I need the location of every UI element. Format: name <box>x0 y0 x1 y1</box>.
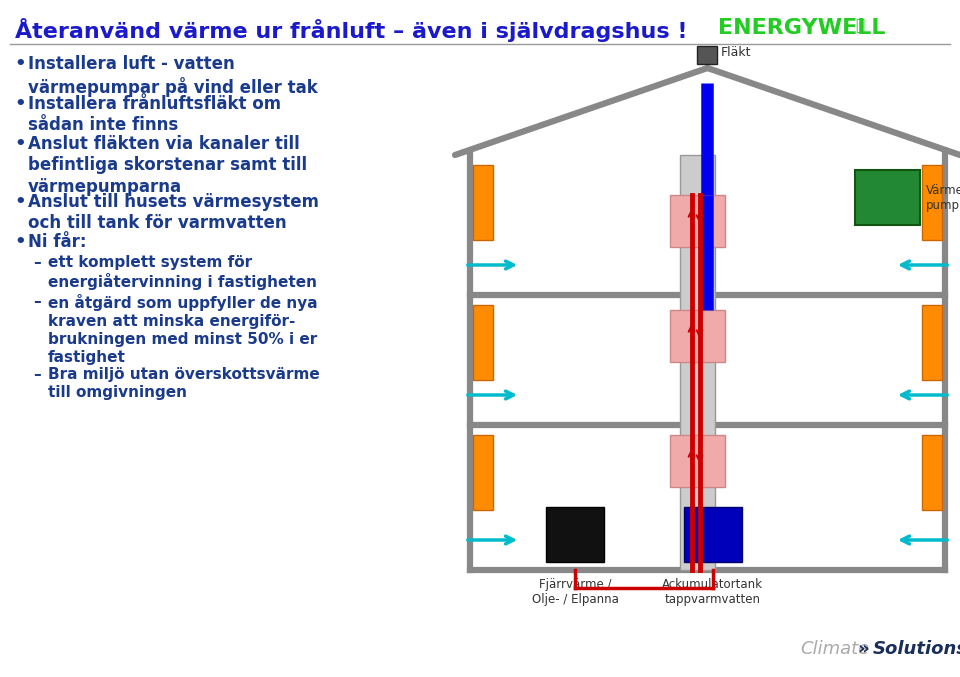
Text: ett komplett system för
energiåtervinning i fastigheten: ett komplett system för energiåtervinnin… <box>48 255 317 290</box>
Text: Ni får:: Ni får: <box>28 233 86 251</box>
Bar <box>546 507 604 562</box>
Text: Fläkt: Fläkt <box>721 45 751 58</box>
Text: Fjärrvärme /
Olje- / Elpanna: Fjärrvärme / Olje- / Elpanna <box>532 578 618 606</box>
Text: Anslut till husets värmesystem
och till tank för varmvatten: Anslut till husets värmesystem och till … <box>28 193 319 232</box>
Text: en åtgärd som uppfyller de nya
kraven att minska energiför-
brukningen med minst: en åtgärd som uppfyller de nya kraven at… <box>48 294 318 365</box>
Text: Solutions: Solutions <box>873 640 960 658</box>
Text: ENERGYWELL: ENERGYWELL <box>718 18 885 38</box>
Bar <box>670 435 725 487</box>
Bar <box>473 305 493 380</box>
Text: Ackumulatortank
tappvarmvatten: Ackumulatortank tappvarmvatten <box>662 578 763 606</box>
Text: •: • <box>14 193 26 211</box>
Bar <box>922 305 942 380</box>
Text: •: • <box>14 95 26 113</box>
Bar <box>670 195 725 247</box>
Bar <box>680 155 715 570</box>
Text: Anslut fläkten via kanaler till
befintliga skorstenar samt till
värmepumparna: Anslut fläkten via kanaler till befintli… <box>28 135 307 196</box>
Text: Installera luft - vatten
värmepumpar på vind eller tak: Installera luft - vatten värmepumpar på … <box>28 55 318 97</box>
Text: »: » <box>857 640 869 658</box>
Bar <box>697 46 716 64</box>
Bar <box>684 507 741 562</box>
Text: Värme
pump: Värme pump <box>926 183 960 211</box>
Bar <box>670 310 725 362</box>
Bar <box>855 170 920 225</box>
Bar <box>922 165 942 240</box>
Bar <box>473 165 493 240</box>
Text: Bra miljö utan överskottsvärme
till omgivningen: Bra miljö utan överskottsvärme till omgi… <box>48 367 320 400</box>
Text: 🏠: 🏠 <box>855 18 864 33</box>
Text: –: – <box>33 367 40 382</box>
Text: •: • <box>14 233 26 251</box>
Text: Installera frånluftsfläkt om
sådan inte finns: Installera frånluftsfläkt om sådan inte … <box>28 95 281 135</box>
Text: Återanvänd värme ur frånluft – även i självdragshus !: Återanvänd värme ur frånluft – även i sj… <box>15 18 687 42</box>
Text: •: • <box>14 55 26 73</box>
Text: Climate: Climate <box>800 640 869 658</box>
Text: –: – <box>33 255 40 270</box>
Text: •: • <box>14 135 26 153</box>
Bar <box>922 435 942 510</box>
Bar <box>473 435 493 510</box>
Text: –: – <box>33 294 40 309</box>
